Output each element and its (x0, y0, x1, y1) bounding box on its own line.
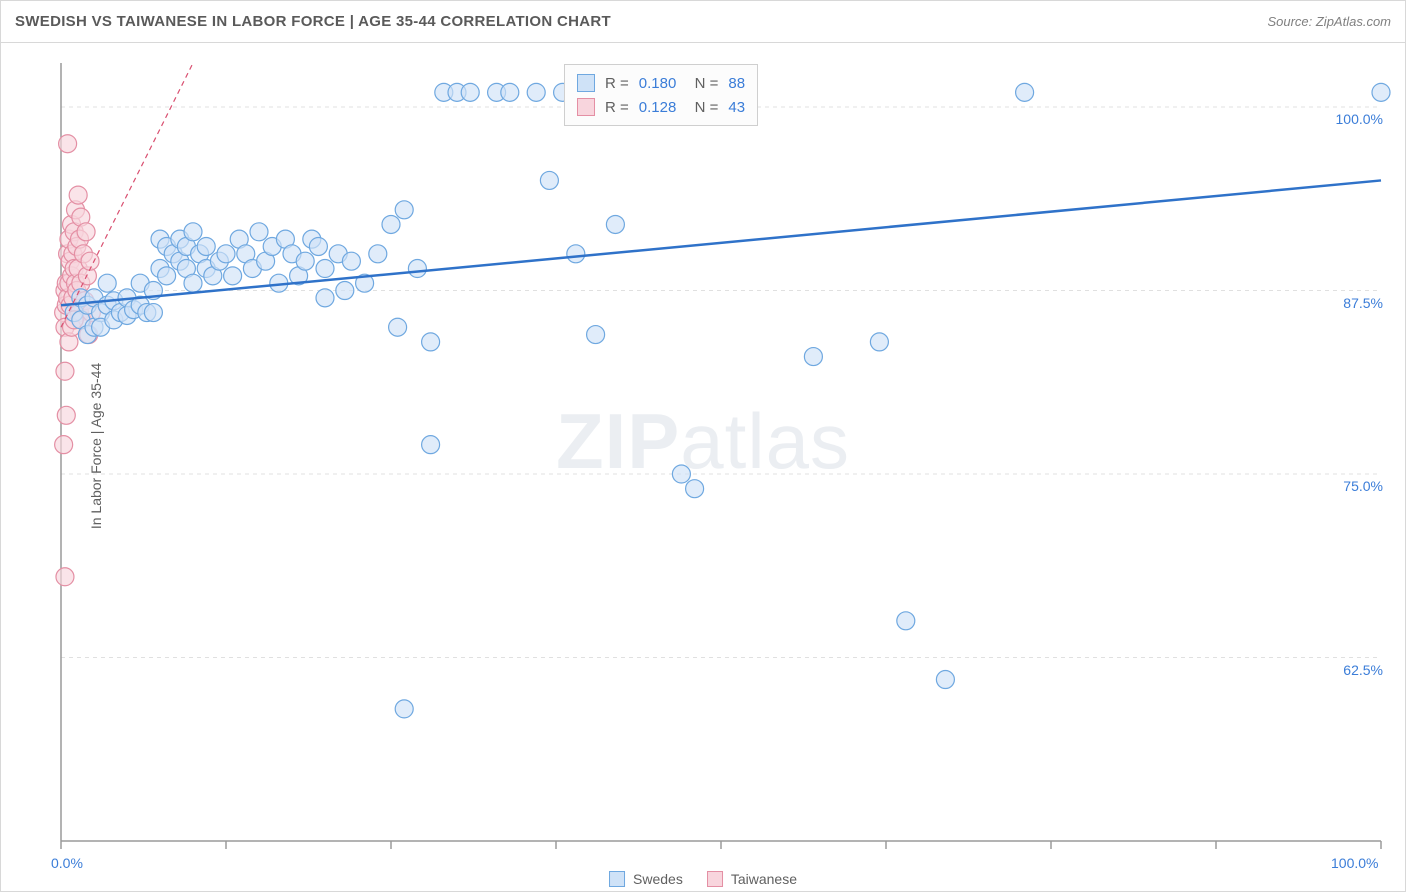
legend-label: Swedes (633, 871, 683, 887)
y-tick-label: 87.5% (1343, 295, 1383, 311)
legend-row-swedes: R = 0.180 N = 88 (577, 71, 745, 95)
title-bar: SWEDISH VS TAIWANESE IN LABOR FORCE | AG… (1, 1, 1405, 43)
swatch-icon (609, 871, 625, 887)
y-tick-label: 75.0% (1343, 478, 1383, 494)
y-tick-label: 62.5% (1343, 662, 1383, 678)
legend-item-taiwanese: Taiwanese (707, 871, 797, 887)
chart-container: SWEDISH VS TAIWANESE IN LABOR FORCE | AG… (0, 0, 1406, 892)
series-legend: Swedes Taiwanese (609, 871, 797, 887)
y-axis-label: In Labor Force | Age 35-44 (88, 363, 104, 529)
swatch-taiwanese (577, 98, 595, 116)
swatch-swedes (577, 74, 595, 92)
r-value-swedes: 0.180 (639, 75, 677, 92)
scatter-plot (1, 43, 1406, 893)
r-value-taiwanese: 0.128 (639, 99, 677, 116)
x-tick-label: 0.0% (51, 855, 83, 871)
n-value-taiwanese: 43 (728, 99, 745, 116)
chart-title: SWEDISH VS TAIWANESE IN LABOR FORCE | AG… (15, 13, 611, 30)
source-label: Source: ZipAtlas.com (1267, 14, 1391, 29)
legend-label: Taiwanese (731, 871, 797, 887)
correlation-legend: R = 0.180 N = 88 R = 0.128 N = 43 (564, 64, 758, 126)
legend-row-taiwanese: R = 0.128 N = 43 (577, 95, 745, 119)
x-tick-label: 100.0% (1331, 855, 1378, 871)
swatch-icon (707, 871, 723, 887)
legend-item-swedes: Swedes (609, 871, 683, 887)
n-value-swedes: 88 (728, 75, 745, 92)
y-tick-label: 100.0% (1336, 111, 1383, 127)
